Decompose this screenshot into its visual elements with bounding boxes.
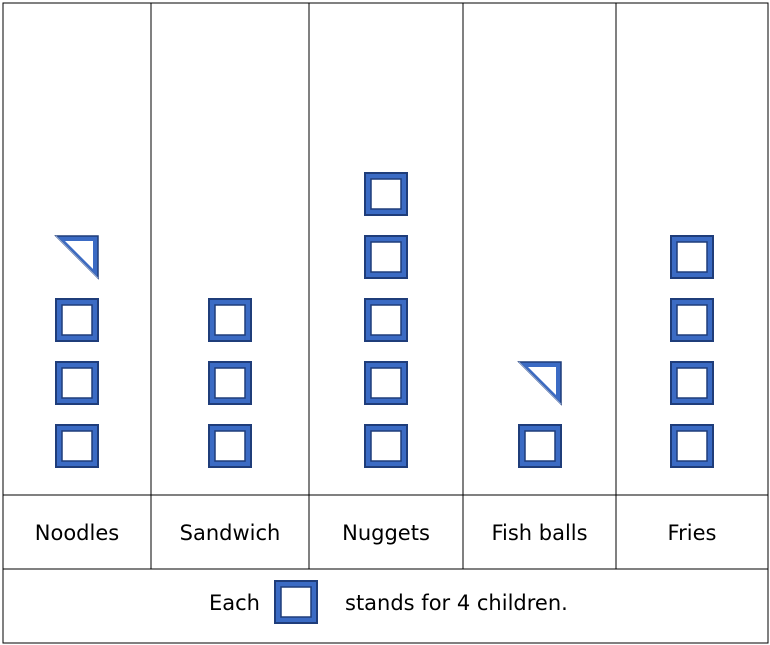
- category-label: Fries: [668, 521, 717, 545]
- category-label: Sandwich: [180, 521, 281, 545]
- square-icon: [364, 235, 408, 279]
- square-icon: [670, 235, 714, 279]
- icon-layer: [54, 172, 714, 468]
- square-icon: [518, 424, 562, 468]
- half-square-icon: [517, 361, 562, 406]
- square-icon: [364, 298, 408, 342]
- square-icon: [208, 298, 252, 342]
- square-icon: [670, 361, 714, 405]
- square-icon: [208, 361, 252, 405]
- square-icon: [208, 424, 252, 468]
- square-icon: [364, 172, 408, 216]
- category-label: Fish balls: [491, 521, 587, 545]
- key-square-icon: [274, 580, 318, 624]
- key-prefix: Each: [209, 591, 260, 615]
- key-row: Each stands for 4 children.: [209, 580, 568, 624]
- category-label: Noodles: [35, 521, 119, 545]
- square-icon: [55, 424, 99, 468]
- square-icon: [364, 361, 408, 405]
- square-icon: [670, 424, 714, 468]
- square-icon: [55, 298, 99, 342]
- square-icon: [670, 298, 714, 342]
- half-square-icon: [54, 235, 99, 280]
- square-icon: [274, 580, 318, 624]
- category-labels: Noodles Sandwich Nuggets Fish balls Fries: [35, 521, 717, 545]
- key-suffix: stands for 4 children.: [345, 591, 568, 615]
- square-icon: [364, 424, 408, 468]
- square-icon: [55, 361, 99, 405]
- category-label: Nuggets: [342, 521, 430, 545]
